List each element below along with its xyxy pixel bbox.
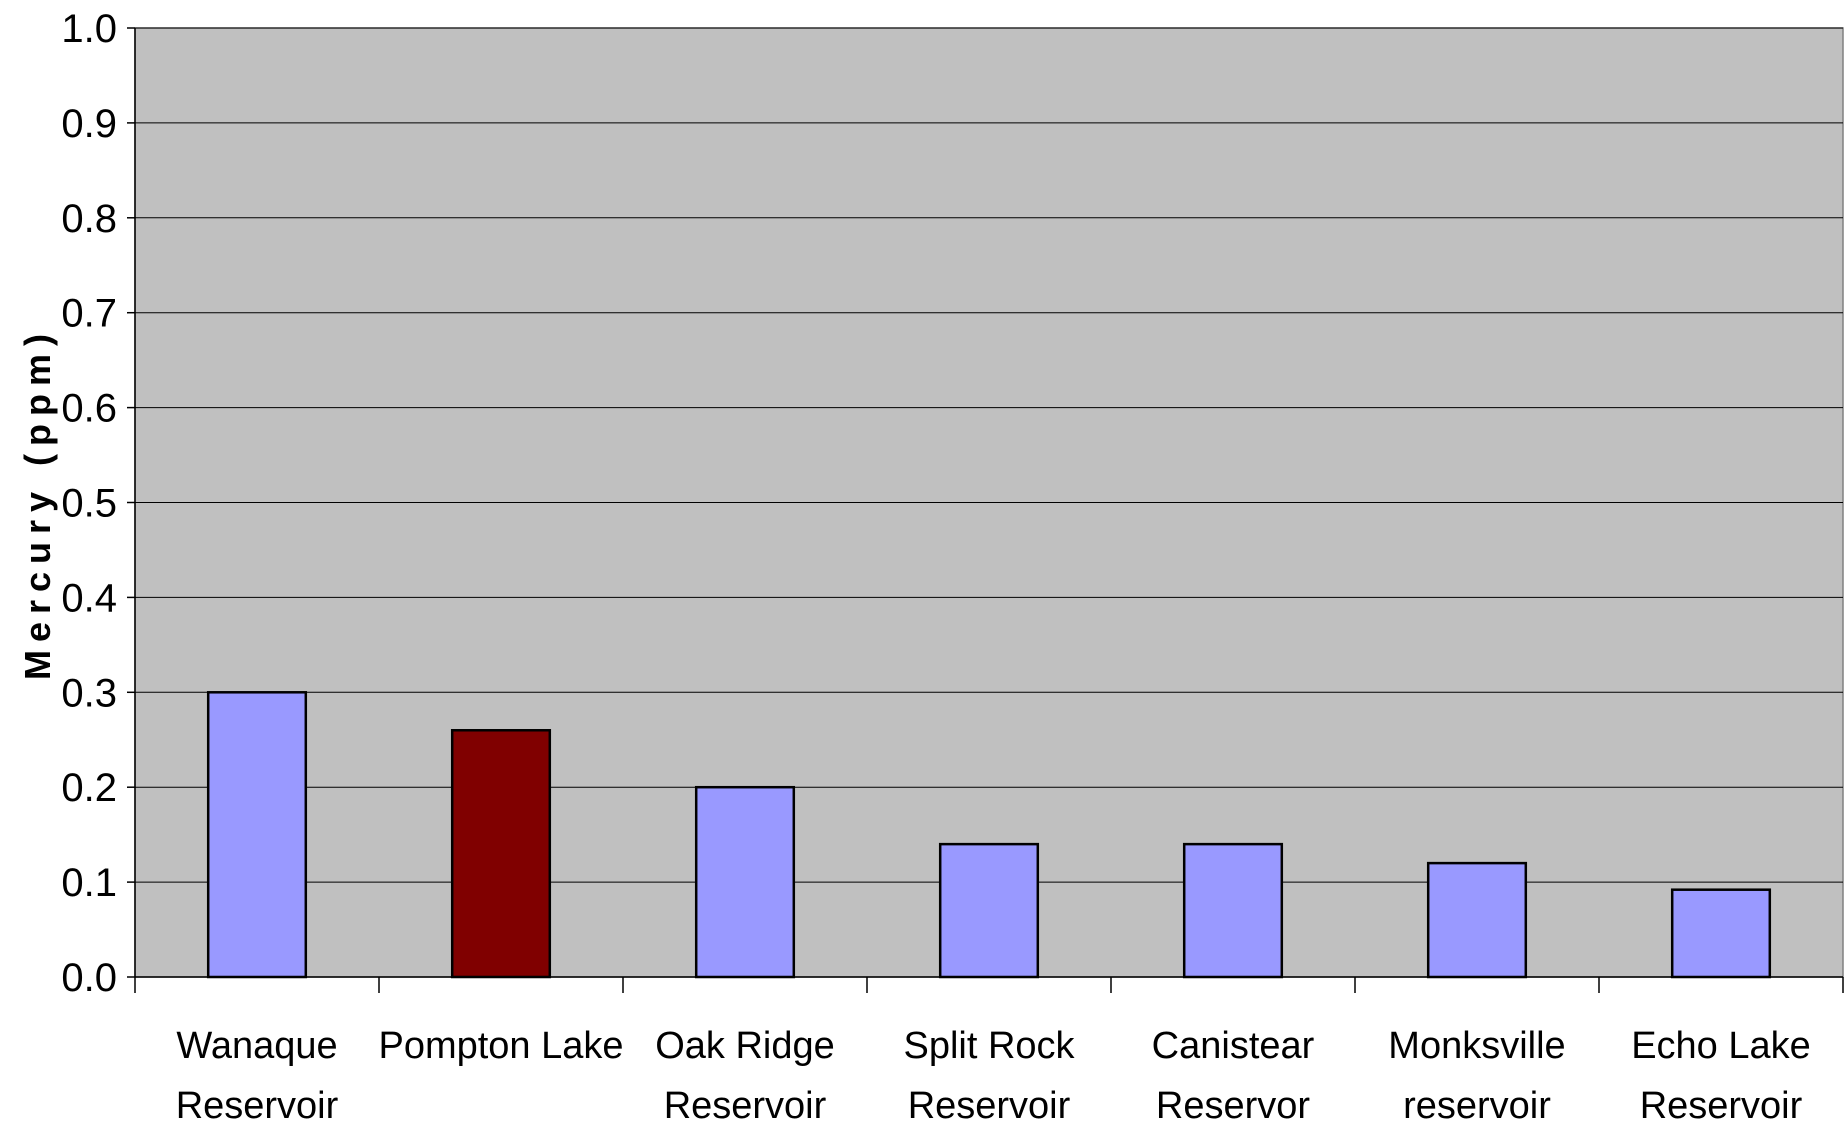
y-tick-label: 0.8 — [61, 197, 117, 241]
y-tick-label: 0.0 — [61, 956, 117, 1000]
x-tick-label: Oak Ridge Reservoir — [655, 1025, 835, 1125]
x-tick-labels: Wanaque Reservoir Pompton Lake Oak Ridge Res… — [176, 1025, 1811, 1125]
bar — [694, 785, 796, 979]
bar — [1670, 888, 1772, 979]
y-tick-label: 0.9 — [61, 102, 117, 146]
y-tick-label: 0.3 — [61, 671, 117, 715]
y-tick-label: 0.4 — [61, 576, 117, 620]
y-tick-labels: 0.0 0.1 0.2 0.3 0.4 0.5 0.6 0.7 0.8 0.9 1.0 — [61, 7, 117, 1000]
y-tick-label: 0.2 — [61, 766, 117, 810]
y-tick-label: 0.5 — [61, 482, 117, 526]
gridlines — [135, 27, 1843, 883]
bar — [450, 729, 552, 979]
bar — [1182, 842, 1284, 979]
x-tick-label: Wanaque Reservoir — [176, 1025, 339, 1125]
y-axis-title: Mercury (ppm) — [17, 326, 58, 680]
y-tick-label: 0.6 — [61, 387, 117, 431]
y-tick-label: 0.7 — [61, 292, 117, 336]
y-tick-label: 0.1 — [61, 861, 117, 905]
x-tick-label: Pompton Lake — [378, 1025, 623, 1067]
bar — [1426, 861, 1528, 979]
x-tick-label: Monksville reservoir — [1388, 1025, 1565, 1125]
bar — [206, 691, 308, 979]
x-tick-label: Split Rock Reservoir — [903, 1025, 1075, 1125]
y-tick-label: 1.0 — [61, 7, 117, 51]
x-tick-label: Echo Lake Reservoir — [1631, 1025, 1811, 1125]
x-tick-label: Canistear Reservor — [1152, 1025, 1315, 1125]
bar — [938, 842, 1040, 979]
axes — [127, 27, 1844, 993]
